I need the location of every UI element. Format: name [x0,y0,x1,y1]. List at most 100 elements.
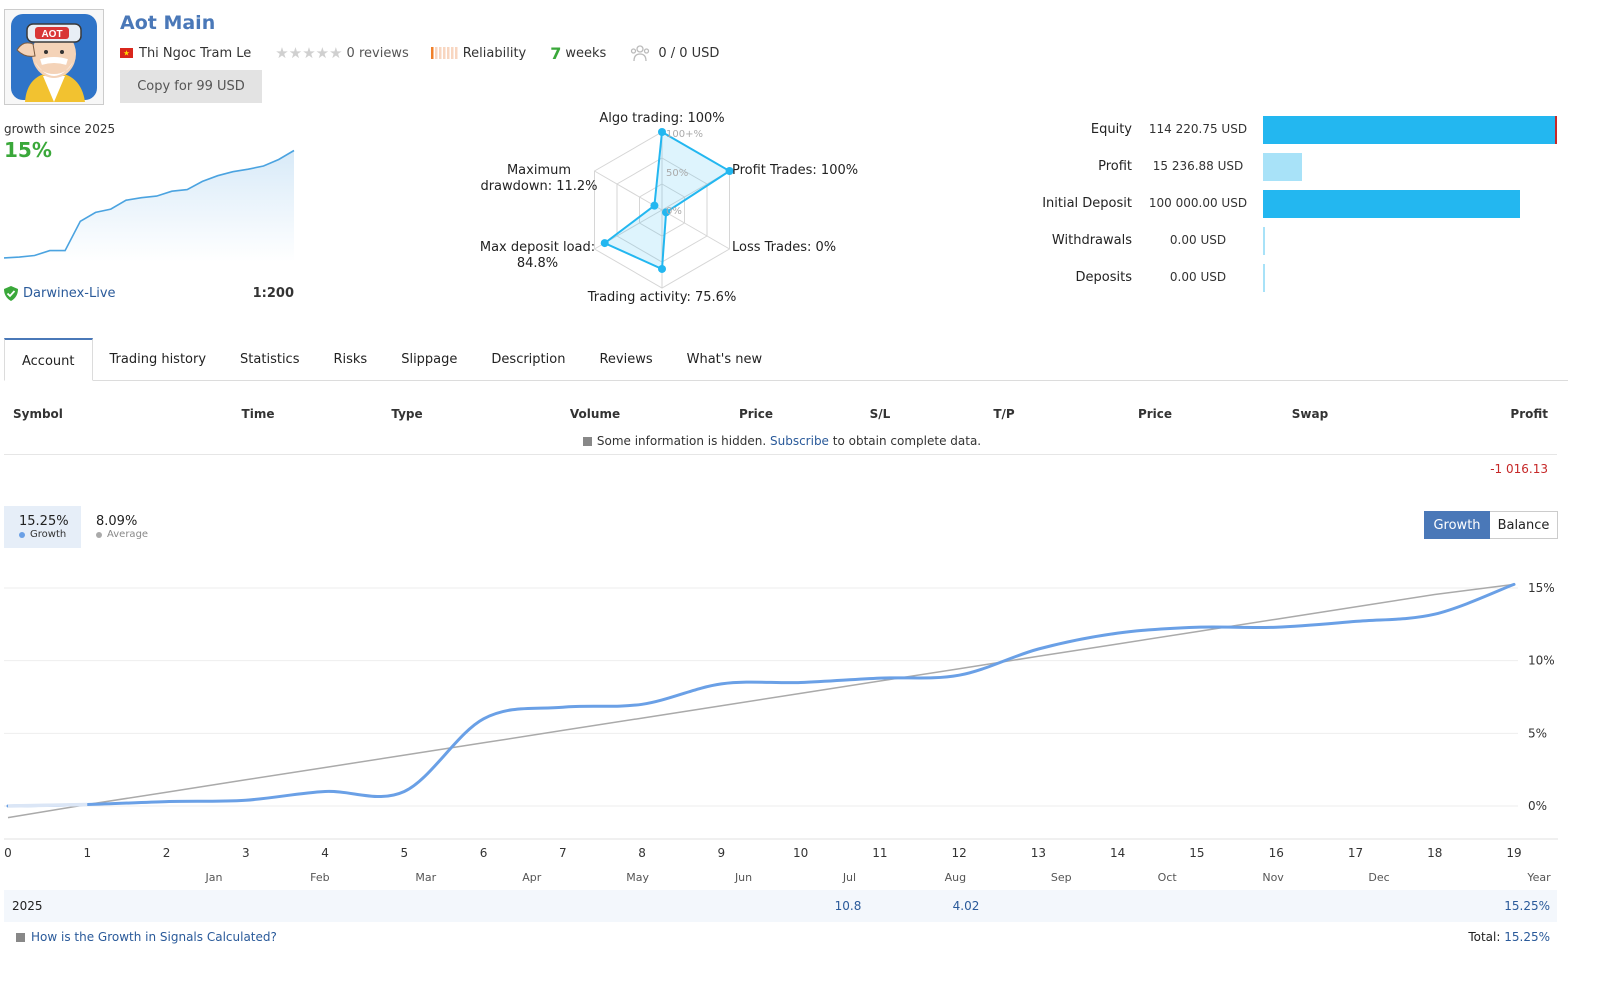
balance-value: 114 220.75 USD [1148,122,1248,136]
balance-value: 100 000.00 USD [1148,196,1248,210]
x-tick-label: 15 [1189,846,1204,860]
x-tick-label: 10 [793,846,808,860]
average-stat-label: Average [107,529,149,540]
subscribers-value: 0 / 0 USD [658,45,720,61]
average-stat-value: 8.09% [96,514,138,529]
radar-point [662,208,671,217]
flag-icon [120,48,133,58]
tab-description[interactable]: Description [491,352,566,367]
balance-value: 0.00 USD [1169,270,1227,284]
broker-link[interactable]: Darwinex-Live [23,286,116,301]
tab-risks[interactable]: Risks [333,352,368,367]
x-tick-label: 1 [83,846,91,860]
month-label: Oct [1158,871,1178,884]
column-header[interactable]: Volume [569,407,621,421]
radar-spoke [661,209,730,250]
x-tick-label: 0 [4,846,12,860]
column-header[interactable]: Type [391,407,423,421]
column-header[interactable]: Price [738,407,774,421]
radar-label-load-line2: 84.8% [516,256,559,271]
column-header[interactable]: Time [241,407,275,421]
growth-stat-legend: Growth [19,529,81,540]
growth-help-row: How is the Growth in Signals Calculated? [16,930,277,944]
avatar-illustration: AOT [5,10,103,104]
column-header[interactable]: Price [1137,407,1173,421]
table-divider [4,454,1557,455]
yearly-total: 15.25% [1504,899,1550,913]
x-tick-label: 9 [718,846,726,860]
x-tick-label: 17 [1348,846,1363,860]
month-label: Apr [522,871,542,884]
x-tick-label: 19 [1506,846,1521,860]
growth-stat-label: Growth [30,529,67,540]
column-header[interactable]: S/L [869,407,891,421]
broker-row: Darwinex-Live [4,286,116,301]
balance-label: Profit [1098,159,1132,174]
signal-meta: Thi Ngoc Tram Le ★★★★★ 0 reviews Reliabi… [120,44,720,63]
x-tick-label: 8 [638,846,646,860]
radar-area [602,130,732,271]
subscribe-link[interactable]: Subscribe [769,434,829,448]
growth-toggle-button[interactable]: Growth [1424,511,1490,539]
weeks-label: weeks [565,45,607,61]
radar-label-load-line1: Max deposit load: [479,240,596,255]
hidden-text-after: to obtain complete data. [832,434,982,448]
growth-series-line [6,582,1516,808]
reliability-bars-icon [430,46,459,60]
mini-chart-area [4,150,294,262]
month-label: Nov [1262,871,1284,884]
copy-button[interactable]: Copy for 99 USD [120,70,262,103]
rating-stars-icon: ★★★★★ [275,44,343,62]
balance-toggle-button[interactable]: Balance [1490,511,1558,539]
tab-what-s-new[interactable]: What's new [686,352,763,367]
balance-bar [1263,227,1265,255]
y-tick-label: 15% [1528,581,1555,595]
tab-reviews[interactable]: Reviews [599,352,653,367]
month-label: Dec [1368,871,1389,884]
page-title: Aot Main [120,12,216,34]
column-header[interactable]: Swap [1291,407,1329,421]
tab-trading-history[interactable]: Trading history [109,352,207,367]
radar-chart: 100+% 50% 0% [594,128,734,289]
author-link[interactable]: Thi Ngoc Tram Le [139,45,252,61]
avatar-logo-text: AOT [41,29,62,40]
tab-slippage[interactable]: Slippage [401,352,458,367]
tab-statistics[interactable]: Statistics [240,352,300,367]
reliability-label: Reliability [462,45,527,61]
balance-value: 15 236.88 USD [1152,159,1244,173]
balance-label: Initial Deposit [1042,196,1132,211]
tab-account[interactable]: Account [4,338,93,381]
average-series-line [7,583,1515,819]
average-stat-box[interactable]: 8.09% Average [82,506,162,548]
column-header[interactable]: Symbol [13,407,63,421]
x-tick-label: 12 [952,846,967,860]
chart-mode-toggle: Growth Balance [1424,511,1558,539]
radar-scale-top: 100+% [666,129,703,140]
reviews-link[interactable]: 0 reviews [346,45,409,61]
hidden-info-row: Some information is hidden. Subscribe to… [0,434,1564,448]
x-tick-label: 13 [1031,846,1046,860]
radar-label-activity: Trading activity: 75.6% [587,290,737,305]
radar-label-load: Max deposit load: 84.8% [470,240,605,272]
grand-total-label: Total: [1468,930,1501,944]
x-tick-label: 6 [480,846,488,860]
balance-label: Equity [1090,122,1132,137]
growth-stat-box[interactable]: 15.25% Growth [4,506,81,548]
month-label: Sep [1051,871,1072,884]
tab-bar: Account Trading history Statistics Risks Sli… [4,338,1568,381]
yearly-aug: 4.02 [952,899,980,913]
yearly-year: 2025 [12,899,43,913]
radar-label-loss: Loss Trades: 0% [732,240,837,255]
month-label: Jun [734,871,752,884]
x-tick-label: 7 [559,846,567,860]
month-label: Aug [945,871,966,884]
month-label: Feb [310,871,329,884]
balance-value: 0.00 USD [1169,233,1227,247]
column-header[interactable]: T/P [993,407,1015,421]
x-tick-label: 3 [242,846,250,860]
column-header[interactable]: Profit [1510,407,1548,421]
growth-help-link[interactable]: How is the Growth in Signals Calculated? [31,930,277,944]
growth-since-label: growth since 2025 [4,122,116,136]
radar-point [600,239,609,248]
average-dot-icon [96,531,102,538]
